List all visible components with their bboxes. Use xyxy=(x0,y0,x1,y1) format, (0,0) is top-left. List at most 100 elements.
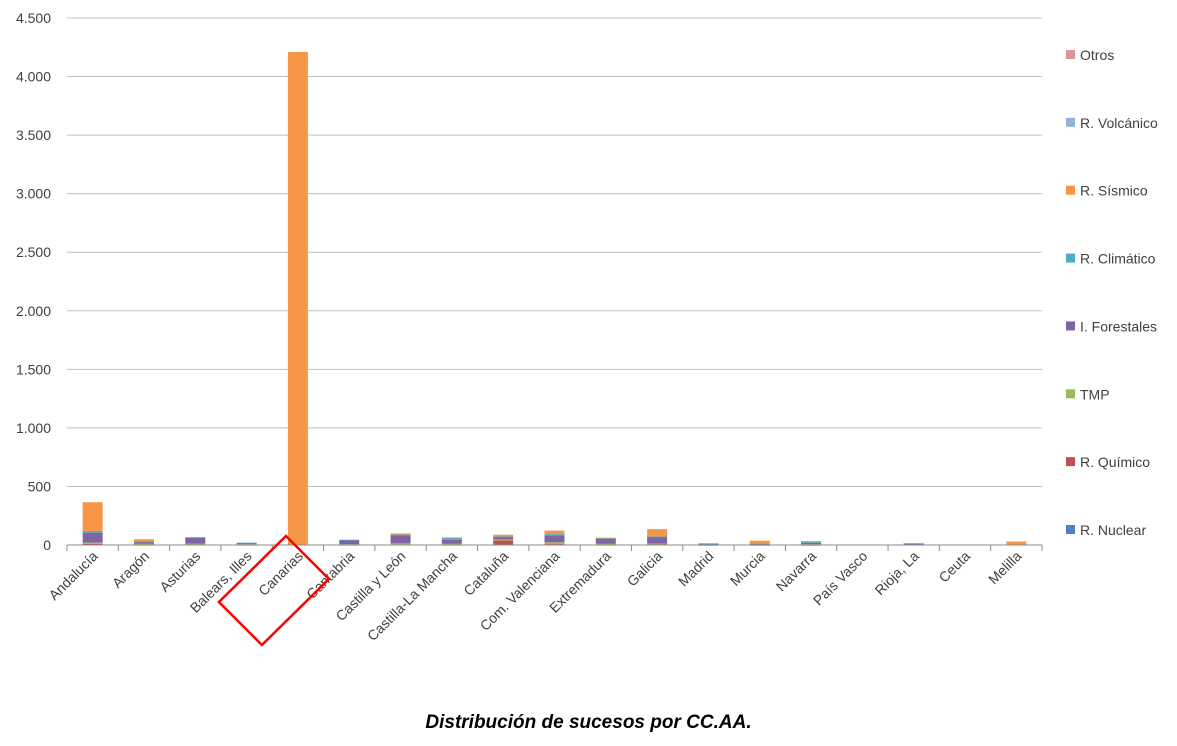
bar-segment xyxy=(390,543,411,545)
bar-segment xyxy=(493,540,514,545)
bar-segment xyxy=(236,542,257,544)
bar-segment xyxy=(133,543,154,545)
bar-segment xyxy=(595,538,616,540)
bar-segment xyxy=(441,539,462,544)
bar-segment xyxy=(801,542,822,545)
bar-segment xyxy=(1006,541,1027,545)
bar-segment xyxy=(698,543,719,544)
bar-segment xyxy=(82,543,103,545)
x-tick-label: Cantabria xyxy=(303,548,357,602)
legend-label: R. Climático xyxy=(1080,251,1156,267)
y-tick-label: 3.500 xyxy=(16,127,51,143)
bar-segment xyxy=(390,534,411,536)
y-tick-label: 4.000 xyxy=(16,69,51,85)
legend-label: TMP xyxy=(1080,386,1110,402)
bar-segment xyxy=(801,541,822,543)
legend-swatch xyxy=(1066,185,1075,195)
bar-segment xyxy=(236,543,257,545)
y-tick-label: 4.500 xyxy=(16,10,51,26)
bar-segment xyxy=(749,543,770,545)
bar-segment xyxy=(749,540,770,544)
bar-segment xyxy=(185,537,206,544)
bar-segment xyxy=(595,543,616,545)
x-axis xyxy=(66,544,1043,551)
bar-segment xyxy=(82,532,103,543)
y-tick-label: 1.000 xyxy=(16,420,51,436)
bar-segment xyxy=(133,541,154,543)
legend-swatch xyxy=(1066,117,1075,127)
bar-segment xyxy=(544,542,565,545)
bar-segment xyxy=(493,534,514,537)
bar-segment xyxy=(903,543,924,545)
bar-segment xyxy=(185,543,206,545)
y-tick-label: 2.500 xyxy=(16,244,51,260)
x-tick-label: Ceuta xyxy=(935,548,973,586)
bar-segment xyxy=(493,536,514,538)
x-tick-label: Cataluña xyxy=(460,548,511,599)
x-tick-label: Canarias xyxy=(255,548,306,599)
bar-segment xyxy=(390,533,411,535)
bar-segment xyxy=(544,534,565,536)
bar-segment xyxy=(595,538,616,544)
legend-swatch xyxy=(1066,50,1075,59)
bar-segment xyxy=(441,543,462,545)
bar-segment xyxy=(82,502,103,531)
x-tick-label: Murcia xyxy=(727,548,768,589)
legend-swatch xyxy=(1066,321,1075,331)
bar-segment xyxy=(647,544,668,545)
y-tick-label: 2.000 xyxy=(16,303,51,319)
x-tick-label: Madrid xyxy=(675,548,717,590)
bar-segment xyxy=(390,535,411,544)
bar-segment xyxy=(647,543,668,545)
bar-segment xyxy=(647,529,668,537)
legend: Otros R. Volcánico R. Sísmico R. Climático I… xyxy=(1066,47,1158,538)
legend-label: I. Forestales xyxy=(1080,318,1157,334)
legend-label: R. Nuclear xyxy=(1080,522,1146,538)
x-tick-label: Melilla xyxy=(985,548,1025,588)
bar-segment xyxy=(647,536,668,538)
stacked-bar-chart: 0 500 1.000 1.500 2.000 2.500 3.000 3.500 4.000 4… xyxy=(16,10,1158,647)
chart-caption: Distribución de sucesos por CC.AA. xyxy=(425,712,752,733)
x-tick-label: Galicia xyxy=(624,548,666,590)
legend-swatch xyxy=(1066,389,1075,399)
bar-segment xyxy=(493,537,514,540)
bar-segment xyxy=(801,542,822,543)
x-tick-label: Rioja, La xyxy=(871,548,922,599)
bar-segment xyxy=(544,535,565,543)
bar-segment xyxy=(544,530,565,535)
y-tick-label: 0 xyxy=(43,537,51,553)
bar-stacks xyxy=(82,51,1027,546)
bar-segment xyxy=(493,539,514,541)
legend-label: R. Sísmico xyxy=(1080,183,1148,199)
highlight-rectangle xyxy=(217,534,331,647)
legend-swatch xyxy=(1066,525,1075,534)
y-axis-tick-labels: 0 500 1.000 1.500 2.000 2.500 3.000 3.500 4.000 4… xyxy=(16,10,51,553)
x-tick-label: Asturias xyxy=(156,548,203,595)
x-tick-label: Aragón xyxy=(109,548,152,591)
bar-segment xyxy=(82,542,103,544)
bar-segment xyxy=(339,540,360,545)
x-tick-label: País Vasco xyxy=(810,548,871,609)
bar-segment xyxy=(133,539,154,542)
bar-segment xyxy=(647,537,668,544)
bar-segment xyxy=(133,542,154,544)
legend-swatch xyxy=(1066,457,1075,467)
bar-segment xyxy=(441,537,462,540)
bar-segment xyxy=(185,537,206,538)
legend-label: R. Químico xyxy=(1080,454,1150,470)
y-tick-label: 1.500 xyxy=(16,361,51,377)
legend-label: Otros xyxy=(1080,47,1114,63)
bar-segment xyxy=(82,530,103,533)
bar-segment xyxy=(595,537,616,539)
legend-swatch xyxy=(1066,253,1075,263)
y-tick-label: 500 xyxy=(28,478,52,494)
x-tick-label: Castilla-La Mancha xyxy=(364,548,460,644)
y-tick-label: 3.000 xyxy=(16,186,51,202)
canarias-highlight-box xyxy=(217,534,331,647)
gridlines xyxy=(67,17,1042,487)
bar-segment xyxy=(339,539,360,541)
x-tick-label: Navarra xyxy=(773,548,820,595)
bar-segment xyxy=(287,51,308,546)
bar-segment xyxy=(544,544,565,545)
